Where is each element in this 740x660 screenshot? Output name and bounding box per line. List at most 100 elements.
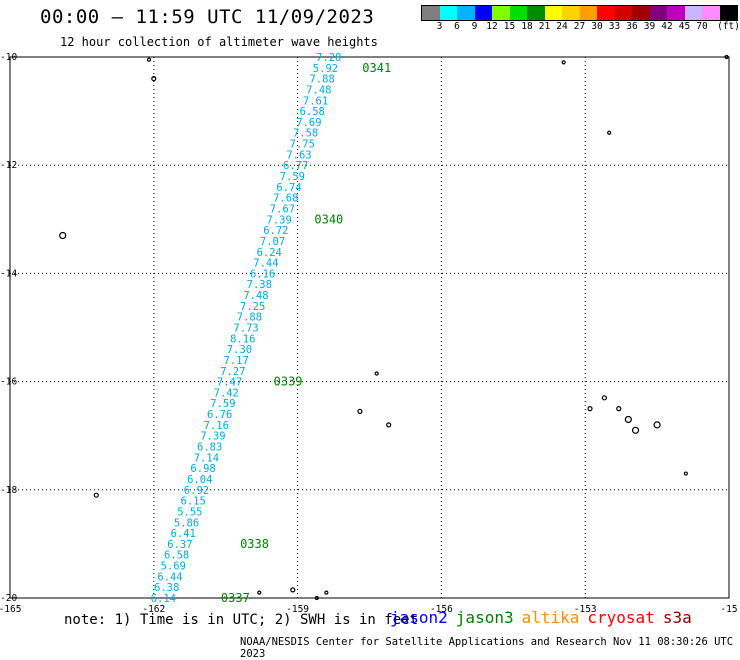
map-subtitle: 12 hour collection of altimeter wave hei… bbox=[60, 35, 378, 49]
island-outline bbox=[357, 408, 363, 414]
wave-height-label: 7.68 bbox=[273, 193, 298, 205]
island-outline bbox=[59, 231, 67, 240]
island-outline bbox=[631, 426, 640, 434]
lat-tick-label: -14 bbox=[0, 268, 17, 279]
wave-height-label: 6.14 bbox=[151, 593, 176, 605]
island-outline bbox=[653, 421, 661, 429]
island-outline bbox=[724, 54, 729, 60]
wave-height-label: 7.42 bbox=[214, 387, 239, 399]
wave-height-label: 7.88 bbox=[237, 312, 262, 324]
wave-height-label: 7.44 bbox=[253, 258, 278, 270]
lat-tick-label: -20 bbox=[0, 593, 17, 604]
colorbar-tick-label: 33 bbox=[608, 21, 621, 32]
wave-height-label: 6.77 bbox=[283, 160, 308, 172]
footnote: note: 1) Time is in UTC; 2) SWH is in fe… bbox=[64, 612, 419, 628]
island-outline bbox=[587, 406, 593, 412]
wave-height-label: 6.15 bbox=[181, 496, 206, 508]
wave-height-label: 7.07 bbox=[260, 236, 285, 248]
island-outline bbox=[324, 590, 329, 595]
credits-footer: NOAA/NESDIS Center for Satellite Applica… bbox=[240, 636, 734, 660]
pass-time-label: 0341 bbox=[362, 61, 391, 75]
colorbar-tick-label: 24 bbox=[556, 21, 568, 32]
lon-tick-label: -162 bbox=[142, 604, 165, 615]
colorbar-swatch bbox=[527, 6, 545, 20]
wave-height-label: 6.58 bbox=[164, 550, 189, 562]
colorbar-swatch bbox=[597, 6, 615, 20]
wave-height-label: 7.38 bbox=[247, 279, 272, 291]
wave-height-label: 7.75 bbox=[290, 139, 315, 151]
map-title: 00:00 – 11:59 UTC 11/09/2023 bbox=[40, 6, 375, 28]
colorbar-swatch bbox=[614, 6, 632, 20]
pass-time-label: 0339 bbox=[274, 375, 303, 389]
wave-height-label: 6.44 bbox=[157, 571, 182, 583]
lon-tick-label: -156 bbox=[430, 604, 453, 615]
wave-height-label: 7.14 bbox=[194, 452, 219, 464]
island-outline bbox=[386, 422, 392, 428]
island-outline bbox=[374, 371, 379, 376]
colorbar-swatch bbox=[719, 6, 737, 20]
wave-height-label: 6.98 bbox=[190, 463, 215, 475]
colorbar-swatch bbox=[457, 6, 475, 20]
lon-tick-label: -153 bbox=[574, 604, 597, 615]
wave-height-label: 5.92 bbox=[313, 63, 338, 75]
wave-height-label: 5.55 bbox=[177, 506, 202, 518]
lon-tick-label: -159 bbox=[286, 604, 309, 615]
map-frame bbox=[9, 56, 730, 599]
satellite-s3a: s3a bbox=[662, 608, 692, 627]
wave-height-label: 7.17 bbox=[224, 355, 249, 367]
colorbar-unit: (ft) bbox=[717, 21, 740, 32]
island-outline bbox=[290, 587, 296, 593]
wave-height-label: 7.48 bbox=[306, 84, 331, 96]
colorbar-swatch bbox=[702, 6, 720, 20]
colorbar-tick-label: 6 bbox=[454, 21, 460, 32]
wave-height-label: 7.69 bbox=[296, 117, 321, 129]
island-outline bbox=[93, 492, 99, 498]
wave-height-label: 7.61 bbox=[303, 95, 328, 107]
colorbar bbox=[421, 5, 738, 21]
colorbar-swatch bbox=[474, 6, 492, 20]
wave-height-label: 6.76 bbox=[207, 409, 232, 421]
lat-tick-label: -12 bbox=[0, 160, 17, 171]
wave-height-label: 6.38 bbox=[154, 582, 179, 594]
wave-height-label: 7.47 bbox=[217, 377, 242, 389]
pass-time-label: 0338 bbox=[240, 537, 269, 551]
wave-height-label: 8.16 bbox=[230, 333, 255, 345]
wave-height-label: 7.88 bbox=[309, 74, 334, 86]
colorbar-tick-label: 12 bbox=[486, 21, 498, 32]
island-outline bbox=[624, 415, 632, 424]
wave-height-label: 7.25 bbox=[240, 301, 265, 313]
island-outline bbox=[607, 130, 612, 135]
colorbar-tick-label: 30 bbox=[591, 21, 603, 32]
wave-height-label: 6.72 bbox=[263, 225, 288, 237]
colorbar-tick-label: 3 bbox=[436, 21, 443, 32]
island-outline bbox=[616, 406, 622, 412]
pass-time-label: 0337 bbox=[221, 591, 250, 605]
wave-height-label: 6.37 bbox=[167, 539, 192, 551]
island-outline bbox=[561, 60, 566, 65]
colorbar-tick-label: 9 bbox=[471, 21, 478, 32]
lat-tick-label: -16 bbox=[0, 377, 17, 388]
wave-height-label: 6.83 bbox=[197, 442, 222, 454]
colorbar-swatch bbox=[422, 6, 440, 20]
wave-height-label: 7.59 bbox=[210, 398, 235, 410]
wave-height-label: 7.27 bbox=[220, 366, 245, 378]
wave-height-label: 6.16 bbox=[250, 268, 275, 280]
satellite-cryosat: cryosat bbox=[587, 608, 655, 627]
wave-height-label: 6.04 bbox=[187, 474, 212, 486]
colorbar-tick-label: 70 bbox=[696, 21, 708, 32]
lat-tick-label: -10 bbox=[0, 52, 17, 63]
colorbar-tick-label: 27 bbox=[573, 21, 586, 32]
pass-time-label: 0340 bbox=[314, 212, 343, 226]
colorbar-swatch bbox=[649, 6, 667, 20]
island-outline bbox=[683, 471, 688, 476]
colorbar-tick-label: 21 bbox=[538, 21, 551, 32]
colorbar-swatch bbox=[439, 6, 457, 20]
wave-height-label: 7.16 bbox=[204, 420, 229, 432]
colorbar-swatch bbox=[579, 6, 597, 20]
island-outline bbox=[601, 395, 607, 401]
wave-height-label: 6.74 bbox=[276, 182, 301, 194]
colorbar-swatch bbox=[562, 6, 580, 20]
colorbar-swatch bbox=[509, 6, 527, 20]
wave-height-label: 7.39 bbox=[266, 214, 291, 226]
wave-height-label: 7.30 bbox=[227, 344, 252, 356]
